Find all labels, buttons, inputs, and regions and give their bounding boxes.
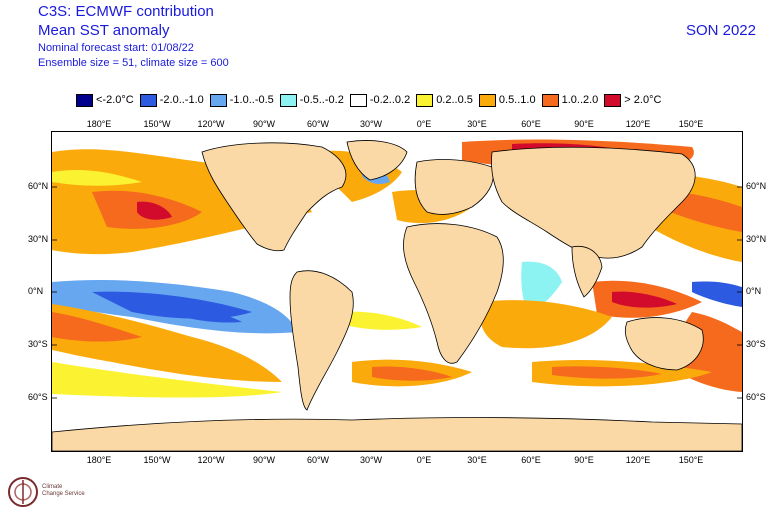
- lon-label-bottom: 90°E: [574, 455, 594, 465]
- india: [571, 245, 603, 298]
- legend-swatch: [139, 93, 157, 107]
- lon-label-top: 120°W: [197, 119, 225, 129]
- lat-label-right: 30°S: [746, 339, 766, 349]
- legend-label: 1.0..2.0: [561, 94, 599, 106]
- legend-label: 0.5..1.0: [498, 94, 536, 106]
- lon-label-top: 120°E: [625, 119, 651, 129]
- chart-title: C3S: ECMWF contribution: [38, 3, 214, 20]
- lon-label-top: 90°E: [574, 119, 594, 129]
- lon-label-top: 30°E: [467, 119, 487, 129]
- lon-label-top: 90°W: [252, 119, 276, 129]
- map-canvas: [51, 132, 743, 452]
- season-label: SON 2022: [685, 22, 756, 39]
- legend-label: > 2.0°C: [624, 94, 662, 106]
- lon-label-top: 0°E: [416, 119, 432, 129]
- antarctica: [51, 417, 743, 452]
- lon-label-bottom: 30°E: [467, 455, 487, 465]
- legend-swatch: [416, 93, 434, 107]
- lat-label-left: 60°N: [28, 181, 49, 191]
- lat-label-right: 30°N: [746, 234, 767, 244]
- legend-swatch: [349, 93, 367, 107]
- legend-item: 0.5..1.0: [478, 93, 536, 107]
- lon-label-top: 60°W: [306, 119, 330, 129]
- legend-label: 0.2..0.5: [436, 94, 473, 106]
- legend-swatch: [279, 93, 297, 107]
- copernicus-logo: [8, 477, 38, 507]
- legend-swatch: [604, 93, 622, 107]
- forecast-start: Nominal forecast start: 01/08/22: [38, 42, 194, 54]
- lon-label-top: 60°E: [521, 119, 541, 129]
- asia: [491, 146, 696, 259]
- lon-label-bottom: 90°W: [252, 455, 276, 465]
- north-america: [201, 142, 347, 252]
- lon-label-top: 150°E: [678, 119, 704, 129]
- legend-label: -2.0..-1.0: [159, 94, 204, 106]
- legend-item: -0.5..-0.2: [279, 93, 344, 107]
- land-masses: [51, 140, 743, 452]
- lat-label-left: 0°N: [28, 286, 44, 296]
- legend-swatch: [541, 93, 559, 107]
- legend-swatch: [76, 93, 93, 107]
- australia: [624, 317, 704, 371]
- lon-label-bottom: 60°E: [521, 455, 541, 465]
- chart-subtitle: Mean SST anomaly: [38, 22, 170, 39]
- legend-item: -1.0..-0.5: [209, 93, 274, 107]
- lat-label-left: 60°S: [28, 392, 48, 402]
- legend-label: -1.0..-0.5: [229, 94, 274, 106]
- legend-item: 0.2..0.5: [416, 93, 473, 107]
- south-america: [289, 270, 354, 411]
- greenland: [346, 140, 408, 181]
- lon-label-bottom: 150°E: [678, 455, 704, 465]
- lat-label-right: 60°N: [746, 181, 767, 191]
- lon-label-bottom: 120°W: [197, 455, 225, 465]
- graticule-ticks: [52, 186, 742, 399]
- lon-label-bottom: 30°W: [359, 455, 383, 465]
- lon-label-bottom: 180°E: [86, 455, 112, 465]
- lon-label-bottom: 60°W: [306, 455, 330, 465]
- legend-item: -2.0..-1.0: [139, 93, 204, 107]
- lat-label-left: 30°S: [28, 339, 48, 349]
- legend-item: 1.0..2.0: [541, 93, 599, 107]
- sst-anomaly-map: [51, 131, 743, 452]
- legend-label: <-2.0°C: [96, 94, 134, 106]
- legend-label: -0.5..-0.2: [299, 94, 344, 106]
- legend-label: -0.2..0.2: [369, 94, 411, 106]
- lat-label-left: 30°N: [28, 234, 49, 244]
- color-legend: <-2.0°C -2.0..-1.0 -1.0..-0.5 -0.5..-0.2 -0.…: [76, 93, 667, 107]
- africa: [403, 223, 504, 364]
- europe: [414, 159, 494, 215]
- legend-item: <-2.0°C: [76, 93, 134, 107]
- lon-label-bottom: 150°W: [143, 455, 171, 465]
- lon-label-top: 150°W: [143, 119, 171, 129]
- legend-swatch: [478, 93, 496, 107]
- ensemble-info: Ensemble size = 51, climate size = 600: [38, 57, 229, 69]
- lat-label-right: 60°S: [746, 392, 766, 402]
- logo-text: Climate Change Service: [42, 484, 85, 497]
- legend-item: > 2.0°C: [604, 93, 662, 107]
- legend-swatch: [209, 93, 227, 107]
- lon-label-top: 180°E: [86, 119, 112, 129]
- lon-label-bottom: 0°E: [416, 455, 432, 465]
- legend-item: -0.2..0.2: [349, 93, 411, 107]
- lat-label-right: 0°N: [746, 286, 762, 296]
- lon-label-bottom: 120°E: [625, 455, 651, 465]
- lon-label-top: 30°W: [359, 119, 383, 129]
